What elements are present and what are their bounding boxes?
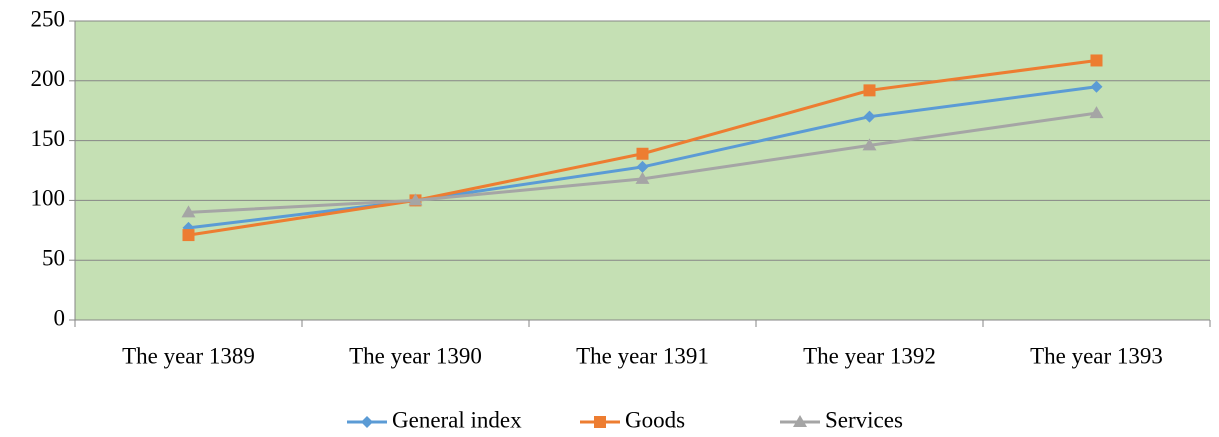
marker [594, 416, 606, 428]
legend-label: Services [825, 407, 903, 432]
marker [408, 193, 423, 206]
x-tick-label: The year 1392 [803, 343, 936, 368]
y-tick-label: 0 [54, 305, 66, 330]
x-tick-label: The year 1390 [349, 343, 482, 368]
legend-label: General index [392, 407, 522, 432]
marker [181, 205, 196, 218]
marker [793, 415, 807, 427]
x-tick-label: The year 1393 [1030, 343, 1163, 368]
marker [636, 160, 649, 173]
y-tick-label: 100 [31, 186, 66, 211]
marker [863, 84, 876, 97]
marker [863, 110, 876, 123]
marker [1089, 106, 1104, 119]
marker [862, 138, 877, 151]
marker [636, 147, 649, 160]
y-tick-label: 50 [42, 245, 65, 270]
y-tick-label: 200 [31, 66, 66, 91]
marker [1090, 54, 1103, 67]
legend-label: Goods [625, 407, 685, 432]
marker [635, 171, 650, 184]
marker [361, 416, 373, 428]
marker [1090, 80, 1103, 93]
x-tick-label: The year 1391 [576, 343, 709, 368]
y-tick-label: 250 [31, 6, 66, 31]
y-tick-label: 150 [31, 126, 66, 151]
x-tick-label: The year 1389 [122, 343, 255, 368]
marker [182, 229, 195, 242]
